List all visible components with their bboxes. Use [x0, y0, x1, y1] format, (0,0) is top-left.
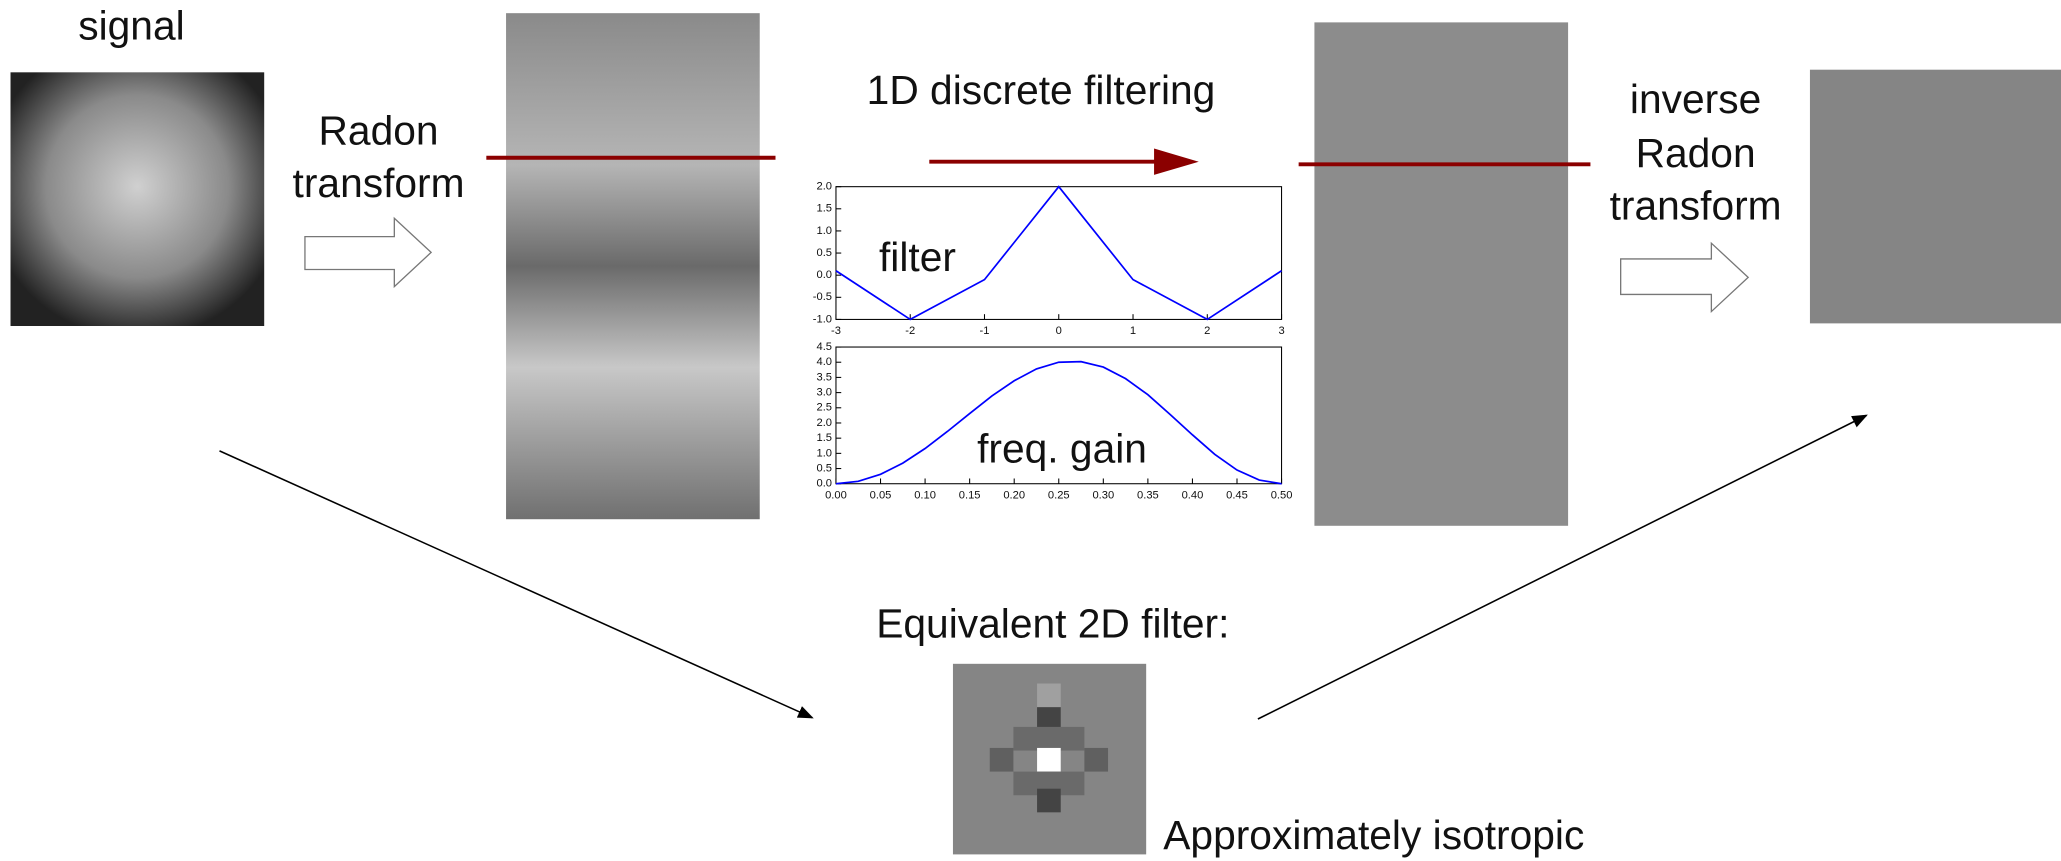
x-tick-label: -2 — [905, 325, 915, 337]
y-tick-label: 0.0 — [817, 478, 833, 490]
x-tick-label: 0.05 — [870, 490, 892, 502]
x-tick-label: -3 — [831, 325, 841, 337]
y-tick-label: 3.5 — [817, 371, 833, 383]
x-tick-label: 0.25 — [1048, 490, 1070, 502]
filter-2d-image — [953, 664, 1146, 855]
x-tick-label: 0.50 — [1271, 490, 1293, 502]
hollow-arrow — [305, 218, 431, 286]
y-tick-label: 4.0 — [817, 356, 833, 368]
inverse-label: transform — [1610, 183, 1782, 229]
x-tick-label: 0.35 — [1137, 490, 1159, 502]
x-tick-label: 0 — [1056, 325, 1062, 337]
filtered-sinogram — [1314, 22, 1568, 525]
x-tick-label: 0.20 — [1003, 490, 1025, 502]
inverse-label: inverse — [1630, 76, 1761, 122]
x-tick-label: 0.15 — [959, 490, 981, 502]
x-tick-label: 0.00 — [825, 490, 847, 502]
x-tick-label: 0.30 — [1092, 490, 1114, 502]
page: signal Radon transform 1D discrete filte… — [0, 0, 2061, 861]
y-tick-label: 2.0 — [817, 181, 833, 193]
y-tick-label: 4.5 — [817, 341, 833, 353]
x-tick-label: 0.40 — [1182, 490, 1204, 502]
isotropic-label: Approximately isotropic — [1163, 812, 1584, 858]
x-tick-label: 3 — [1278, 325, 1284, 337]
y-tick-label: 0.0 — [817, 269, 833, 281]
chart-annotation: freq. gain — [977, 426, 1147, 472]
y-tick-label: 1.0 — [817, 447, 833, 459]
diagram: signal Radon transform 1D discrete filte… — [0, 0, 2061, 861]
y-tick-label: 2.5 — [817, 402, 833, 414]
signal-label: signal — [78, 2, 184, 48]
x-tick-label: 0.10 — [914, 490, 936, 502]
y-tick-label: -1.0 — [813, 313, 832, 325]
y-tick-label: 3.0 — [817, 387, 833, 399]
radon-label: transform — [293, 160, 465, 206]
hollow-arrow — [1621, 243, 1748, 311]
radon-label: Radon — [319, 108, 439, 154]
x-tick-label: 1 — [1130, 325, 1136, 337]
x-tick-label: 2 — [1204, 325, 1210, 337]
y-tick-label: 0.5 — [817, 462, 833, 474]
y-tick-label: 2.0 — [817, 417, 833, 429]
equivalent-label: Equivalent 2D filter: — [876, 601, 1229, 647]
y-tick-label: 1.5 — [817, 203, 833, 215]
y-tick-label: -0.5 — [813, 291, 832, 303]
filtering-label: 1D discrete filtering — [867, 67, 1216, 113]
x-tick-label: 0.45 — [1226, 490, 1248, 502]
x-tick-label: -1 — [980, 325, 990, 337]
y-tick-label: 1.0 — [817, 225, 833, 237]
sinogram — [506, 13, 760, 519]
inverse-label: Radon — [1636, 130, 1756, 176]
y-tick-label: 1.5 — [817, 432, 833, 444]
y-tick-label: 0.5 — [817, 247, 833, 259]
chart-annotation: filter — [879, 234, 956, 280]
signal-image — [11, 72, 265, 326]
arrow-head — [1154, 149, 1199, 175]
output-image — [1810, 70, 2061, 324]
